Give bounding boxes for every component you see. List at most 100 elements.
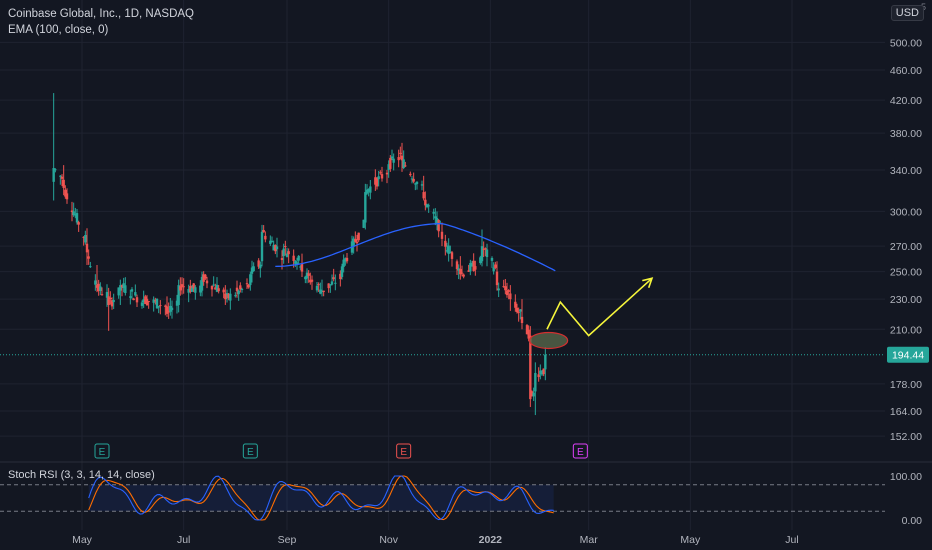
candle-61 xyxy=(194,285,197,300)
candle-50 xyxy=(169,297,172,316)
candle-4 xyxy=(62,165,65,196)
candle-body xyxy=(470,262,474,266)
candle-44 xyxy=(155,298,159,309)
candle-body xyxy=(299,266,302,268)
candle-body xyxy=(517,311,520,313)
candle-176 xyxy=(459,256,462,280)
stoch-rsi-legend: Stoch RSI (3, 3, 14, 14, close) xyxy=(8,469,155,481)
candle-131 xyxy=(355,234,359,252)
candle-210 xyxy=(537,367,540,382)
candle-body xyxy=(85,243,89,253)
candle-body xyxy=(365,189,369,194)
candle-0 xyxy=(52,93,55,201)
x-tick-label: Mar xyxy=(580,534,599,546)
candle-168 xyxy=(440,222,444,247)
candle-body xyxy=(329,284,332,286)
candle-195 xyxy=(504,278,507,295)
candle-body xyxy=(300,263,304,272)
candle-body xyxy=(449,251,452,253)
candle-100 xyxy=(285,247,289,258)
candle-body xyxy=(202,274,205,282)
candle-204 xyxy=(525,323,529,335)
candle-29 xyxy=(120,284,124,297)
candle-182 xyxy=(472,253,475,272)
candle-body xyxy=(235,287,239,292)
y-tick-label: 164.00 xyxy=(890,406,922,418)
candle-22 xyxy=(105,284,109,307)
candle-body xyxy=(460,272,464,274)
candle-body xyxy=(434,216,437,219)
candle-125 xyxy=(342,254,345,273)
candle-body xyxy=(212,284,215,286)
candle-body xyxy=(64,189,67,197)
currency-button[interactable]: USD xyxy=(890,5,924,21)
candle-158 xyxy=(420,180,424,191)
candle-18 xyxy=(95,265,99,293)
candle-body xyxy=(97,283,100,292)
candle-187 xyxy=(484,247,487,257)
candle-body xyxy=(352,238,355,247)
candle-9 xyxy=(74,207,77,219)
stoch-rsi-panel: 100.00 0.00 xyxy=(0,471,922,527)
candle-98 xyxy=(282,243,285,264)
candle-57 xyxy=(187,284,190,303)
candle-173 xyxy=(450,251,454,267)
earnings-box xyxy=(94,443,110,459)
candle-106 xyxy=(299,265,302,271)
candle-body xyxy=(95,285,99,288)
candle-122 xyxy=(334,274,337,291)
candle-86 xyxy=(252,262,255,272)
candle-141 xyxy=(379,170,382,175)
candle-body xyxy=(94,280,97,285)
candle-73 xyxy=(224,285,227,305)
candle-body xyxy=(165,306,169,314)
candle-192 xyxy=(495,261,499,291)
candle-146 xyxy=(390,149,394,161)
candle-170 xyxy=(445,242,449,253)
candle-74 xyxy=(225,289,229,303)
candle-200 xyxy=(515,303,519,314)
candle-16 xyxy=(89,261,92,268)
candle-body xyxy=(62,179,65,188)
earnings-label: E xyxy=(577,447,584,458)
candle-63 xyxy=(200,271,204,297)
candle-6 xyxy=(65,188,69,204)
candle-151 xyxy=(402,150,405,170)
candle-body xyxy=(144,296,147,304)
candle-154 xyxy=(410,175,414,184)
candle-body xyxy=(109,297,112,299)
candle-body xyxy=(187,288,190,293)
earnings-marker-2: E xyxy=(396,443,412,459)
candle-body xyxy=(474,266,477,270)
candle-body xyxy=(240,288,244,290)
candle-156 xyxy=(414,182,417,191)
candle-body xyxy=(457,268,460,271)
candle-48 xyxy=(165,296,169,317)
candle-body xyxy=(54,169,57,171)
candle-213 xyxy=(542,368,545,377)
candle-body xyxy=(340,266,344,277)
earnings-box xyxy=(572,443,588,459)
candle-66 xyxy=(205,276,209,289)
candle-95 xyxy=(274,244,277,255)
candle-41 xyxy=(147,300,150,309)
candle-body xyxy=(282,248,285,257)
candle-113 xyxy=(315,281,319,293)
candle-body xyxy=(217,288,220,292)
candle-body xyxy=(272,244,275,251)
candle-45 xyxy=(157,305,160,314)
candle-77 xyxy=(234,292,237,298)
candle-body xyxy=(342,259,345,267)
y-tick-label: 152.00 xyxy=(890,431,922,443)
candle-23 xyxy=(107,287,110,331)
candle-body xyxy=(425,204,429,208)
candle-body xyxy=(247,284,250,288)
ema-line xyxy=(275,223,556,272)
candle-body xyxy=(410,178,414,180)
candle-body xyxy=(330,281,334,285)
candle-189 xyxy=(490,256,494,268)
y-tick-label: 380.00 xyxy=(890,128,922,140)
candle-35 xyxy=(134,284,137,297)
candle-body xyxy=(269,240,272,244)
